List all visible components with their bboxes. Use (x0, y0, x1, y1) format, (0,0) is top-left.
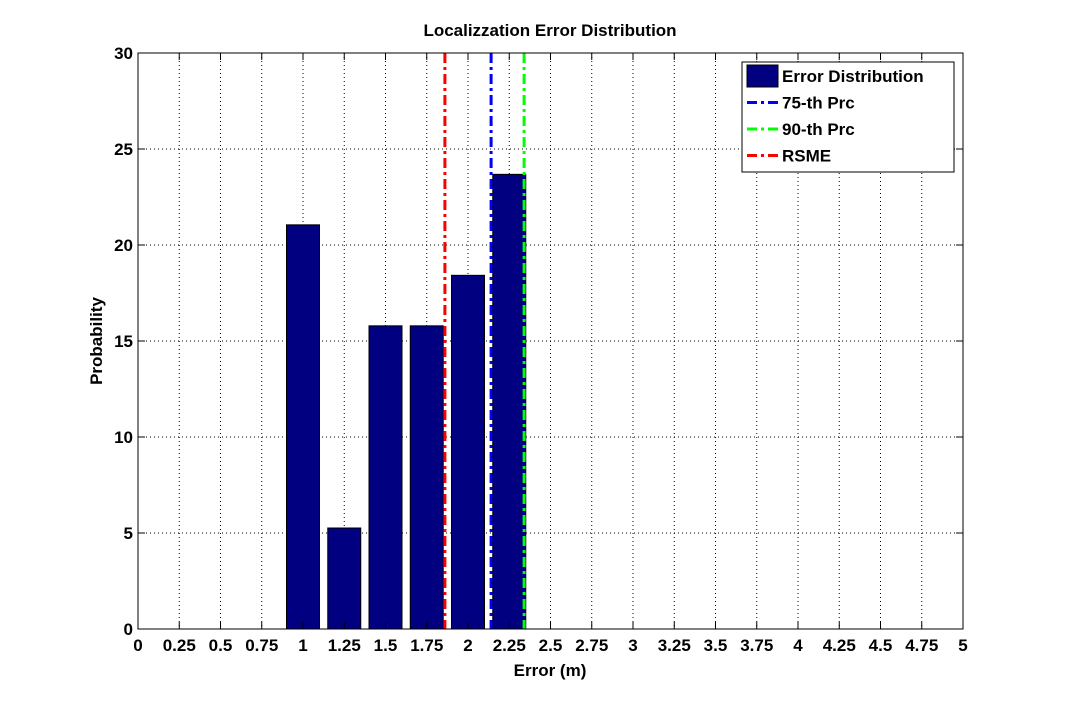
axis-ticks (137, 52, 964, 630)
x-tick-label: 2.75 (575, 636, 608, 655)
x-axis-title: Error (m) (514, 661, 587, 680)
y-axis-title: Probability (87, 297, 106, 385)
x-tick-label: 0.5 (209, 636, 233, 655)
bars (286, 173, 527, 630)
x-tick-label: 2.25 (493, 636, 526, 655)
x-tick-label: 4.5 (869, 636, 893, 655)
y-tick-labels: 0 5 10 15 20 25 30 (114, 44, 133, 639)
x-tick-label: 3.5 (704, 636, 728, 655)
x-tick-labels: 0 0.25 0.5 0.75 1 1.25 1.5 1.75 2 2.25 2.5 2.75 3 3.2… (133, 636, 967, 655)
legend-swatch-bar (746, 64, 779, 88)
y-tick-label: 20 (114, 236, 133, 255)
x-tick-label: 3.75 (740, 636, 773, 655)
bar (492, 173, 527, 630)
x-tick-label: 0.75 (245, 636, 278, 655)
x-tick-label: 3 (628, 636, 637, 655)
x-tick-label: 5 (958, 636, 967, 655)
x-tick-label: 3.25 (658, 636, 691, 655)
legend-label: 75-th Prc (782, 94, 855, 113)
x-tick-label: 4.25 (823, 636, 856, 655)
y-tick-label: 15 (114, 332, 133, 351)
bar (451, 274, 485, 630)
x-tick-label: 2 (463, 636, 472, 655)
bar (368, 325, 403, 630)
bar (409, 325, 444, 630)
bar (327, 527, 362, 630)
y-tick-label: 30 (114, 44, 133, 63)
grid-lines (138, 53, 963, 629)
legend-label: 90-th Prc (782, 120, 855, 139)
x-tick-label: 1.25 (328, 636, 361, 655)
chart-title: Localizzation Error Distribution (423, 21, 676, 40)
x-tick-label: 2.5 (539, 636, 563, 655)
reference-lines (443, 53, 526, 629)
y-tick-label: 0 (124, 620, 133, 639)
y-tick-label: 10 (114, 428, 133, 447)
x-tick-label: 1.5 (374, 636, 398, 655)
legend-label: RSME (782, 147, 831, 166)
x-tick-label: 0.25 (163, 636, 196, 655)
legend: Error Distribution 75-th Prc 90-th Prc RSME (741, 61, 955, 173)
x-tick-label: 4 (793, 636, 803, 655)
y-tick-label: 5 (124, 524, 133, 543)
x-tick-label: 4.75 (905, 636, 938, 655)
x-tick-label: 1 (298, 636, 307, 655)
y-tick-label: 25 (114, 140, 133, 159)
legend-label: Error Distribution (782, 67, 924, 86)
x-tick-label: 0 (133, 636, 142, 655)
bar (286, 224, 320, 630)
x-tick-label: 1.75 (410, 636, 443, 655)
